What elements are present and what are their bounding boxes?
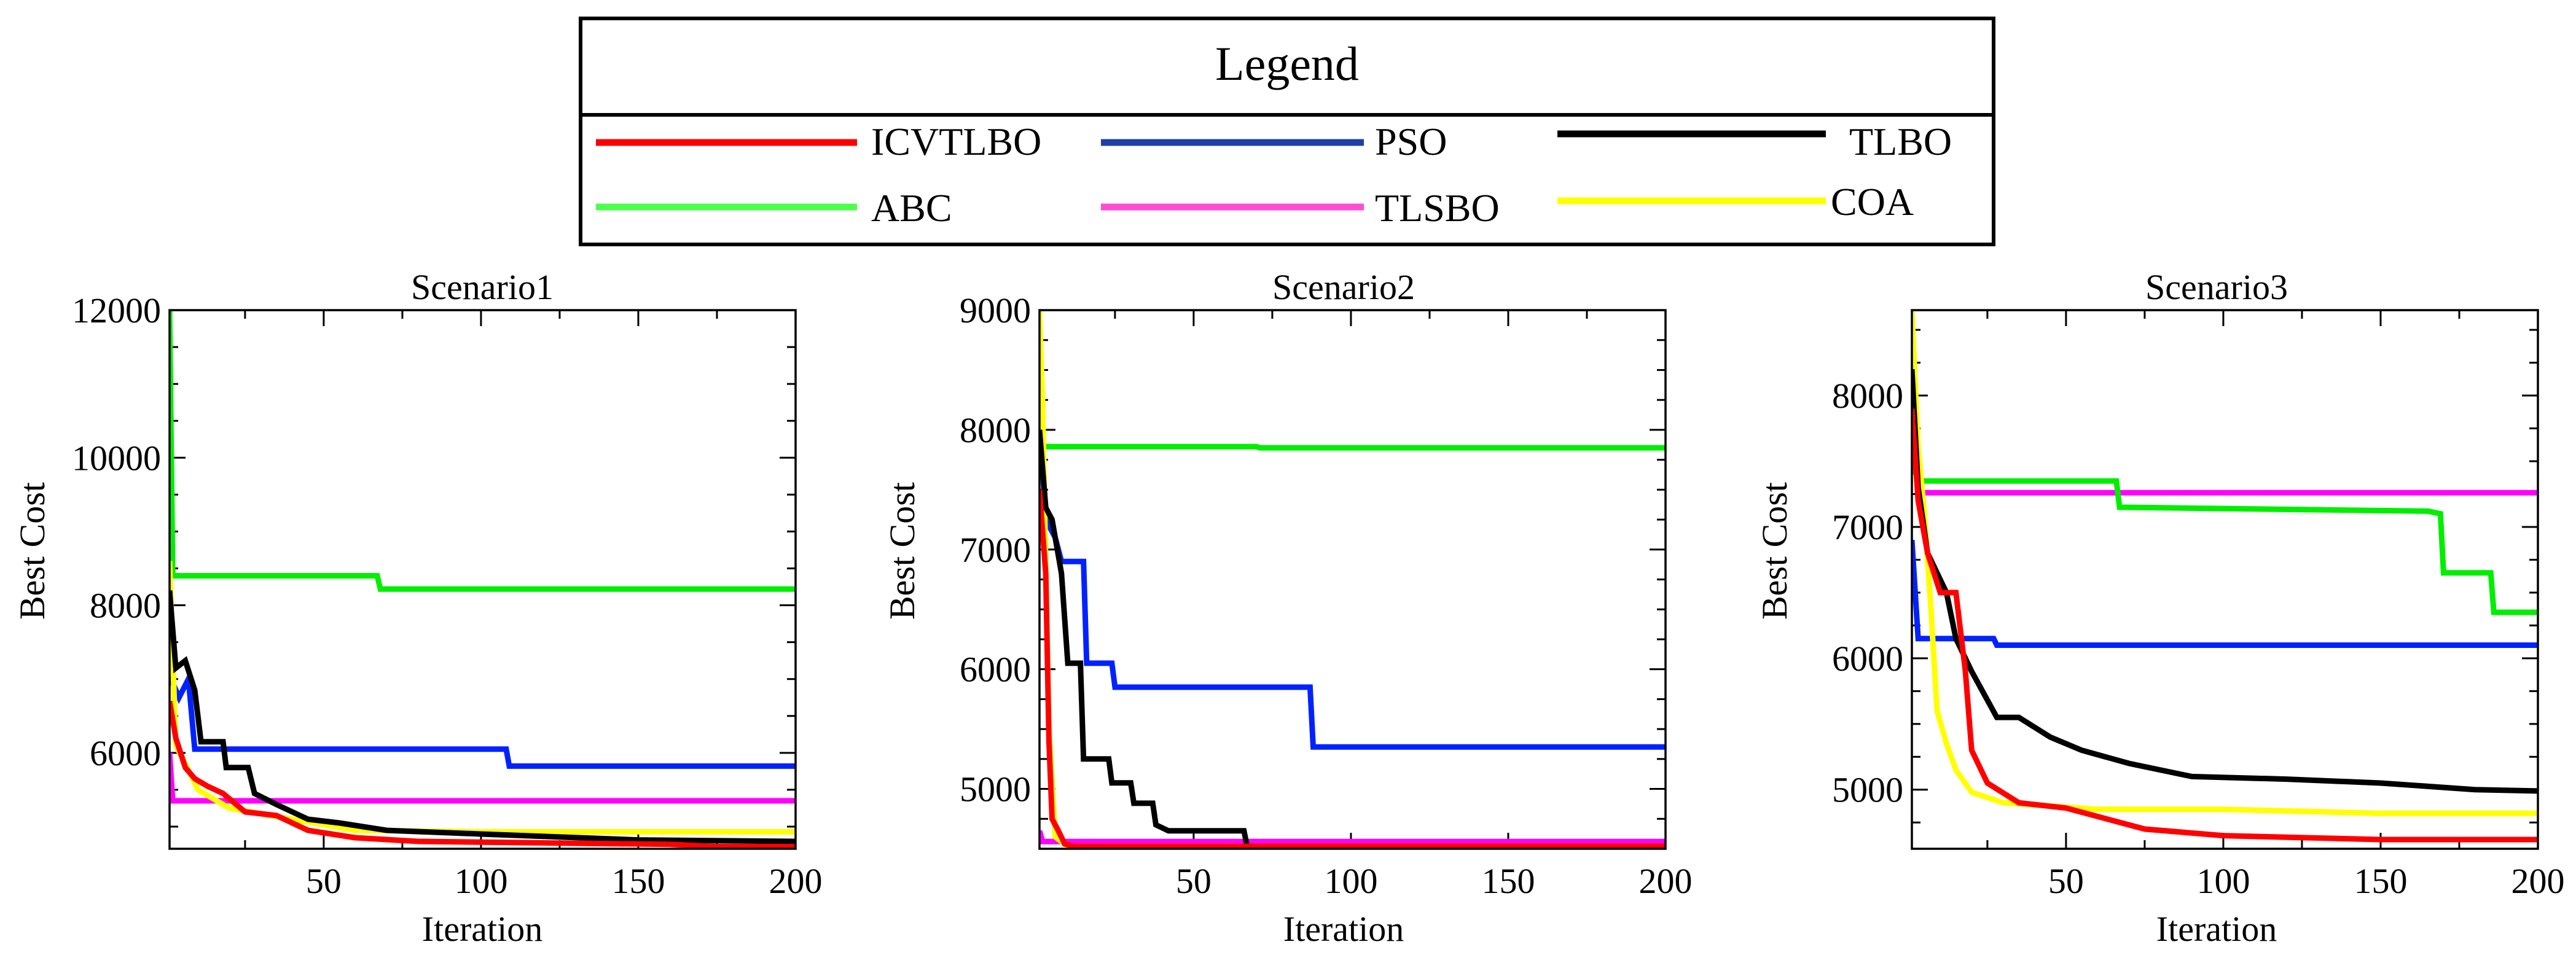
chart-title: Scenario2 xyxy=(1272,267,1415,307)
y-tick-label: 9000 xyxy=(960,290,1031,330)
series-line-abc xyxy=(1039,443,1666,451)
x-tick-label: 150 xyxy=(611,861,665,901)
legend-label-coa: COA xyxy=(1831,180,1914,224)
y-tick-label: 6000 xyxy=(1832,639,1903,679)
plot-frame xyxy=(1911,309,2539,850)
y-tick-label: 6000 xyxy=(960,650,1031,690)
x-tick-label: 150 xyxy=(2354,861,2407,901)
y-tick-label: 5000 xyxy=(1832,770,1903,810)
plot-area xyxy=(1912,310,2538,849)
series-line-tlbo xyxy=(170,590,796,844)
y-tick-label: 10000 xyxy=(72,438,161,478)
legend: Legend ICVTLBO PSO TLBO ABC TLSBO COA xyxy=(579,17,1995,246)
y-tick-label: 8000 xyxy=(1832,376,1903,416)
legend-label-icvtlbo: ICVTLBO xyxy=(871,120,1041,163)
chart-title: Scenario3 xyxy=(2145,267,2288,307)
x-axis-label: Iteration xyxy=(1283,909,1404,949)
legend-label-tlbo: TLBO xyxy=(1849,120,1952,163)
series-line-pso xyxy=(170,669,796,769)
series-line-icvtlbo xyxy=(170,700,796,849)
y-axis-label: Best Cost xyxy=(1755,482,1795,620)
legend-label-tlsbo: TLSBO xyxy=(1375,186,1500,230)
series-line-tlbo xyxy=(1912,369,2538,794)
x-axis-label: Iteration xyxy=(422,909,542,949)
plot-frame xyxy=(168,309,797,850)
series-line-tlbo xyxy=(1039,429,1666,849)
series-line-icvtlbo xyxy=(1912,408,2538,843)
y-axis-label: Best Cost xyxy=(882,482,922,620)
legend-title: Legend xyxy=(1215,37,1359,90)
x-tick-label: 50 xyxy=(1176,861,1212,901)
y-tick-label: 7000 xyxy=(960,530,1031,570)
chart-scenario2: Scenario2 Iteration Best Cost 50 100 150 20… xyxy=(882,267,1693,949)
legend-label-pso: PSO xyxy=(1375,120,1447,163)
y-tick-label: 8000 xyxy=(960,410,1031,450)
y-tick-label: 5000 xyxy=(960,770,1031,809)
x-axis-label: Iteration xyxy=(2156,909,2277,949)
y-axis-label: Best Cost xyxy=(12,482,52,620)
x-tick-label: 50 xyxy=(2048,861,2084,901)
series-line-abc xyxy=(1912,460,2538,615)
plot-area xyxy=(1039,310,1666,849)
plot-area xyxy=(170,310,796,849)
x-tick-label: 100 xyxy=(2196,861,2250,901)
y-tick-label: 7000 xyxy=(1832,507,1903,547)
y-tick-label: 12000 xyxy=(72,290,161,330)
x-tick-label: 200 xyxy=(2511,861,2565,901)
y-tick-label: 8000 xyxy=(90,586,161,626)
y-tick-label: 6000 xyxy=(90,733,161,773)
chart-title: Scenario1 xyxy=(411,267,554,307)
chart-scenario3: Scenario3 Iteration Best Cost 50 100 150 20… xyxy=(1755,267,2565,949)
series-line-pso xyxy=(1912,540,2538,648)
chart-scenario1: Scenario1 Iteration Best Cost 50 100 150 20… xyxy=(12,267,823,949)
legend-label-abc: ABC xyxy=(871,186,952,230)
x-tick-label: 200 xyxy=(1639,861,1693,901)
x-tick-label: 50 xyxy=(306,861,342,901)
x-tick-label: 100 xyxy=(454,861,507,901)
plot-frame xyxy=(1038,309,1667,850)
x-tick-label: 150 xyxy=(1481,861,1535,901)
x-tick-label: 200 xyxy=(769,861,823,901)
x-tick-label: 100 xyxy=(1324,861,1377,901)
series-line-icvtlbo xyxy=(1039,489,1666,849)
series-line-abc xyxy=(170,310,796,592)
